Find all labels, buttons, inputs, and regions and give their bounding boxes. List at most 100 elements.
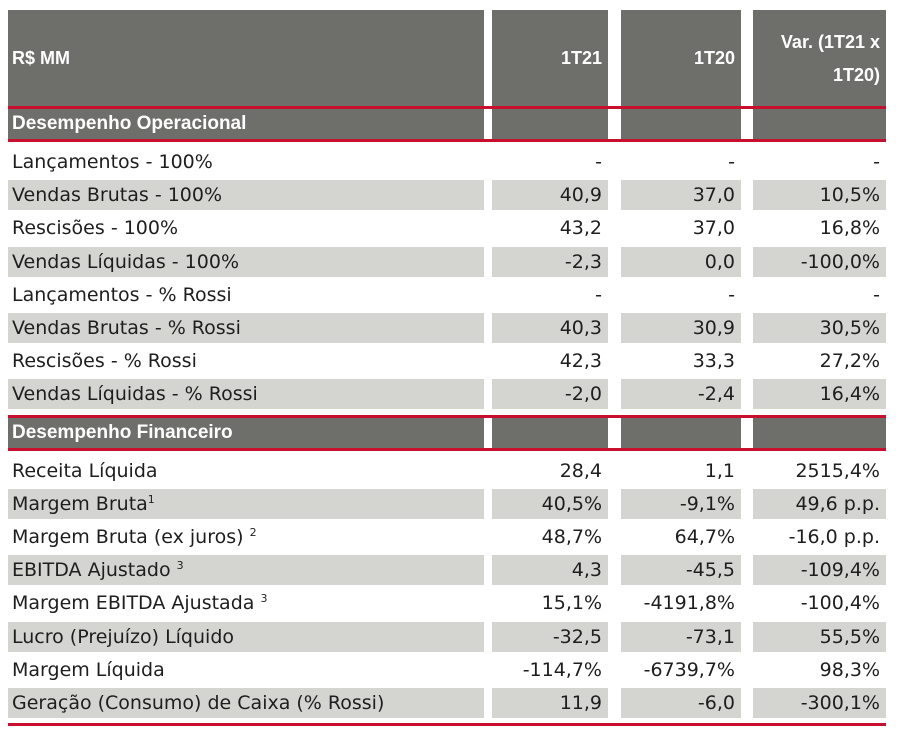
value-1t21: -114,7% [522, 658, 602, 681]
header-label: R$ MM [8, 10, 484, 106]
row-label: Margem Líquida [8, 655, 484, 685]
section-header-cell [621, 417, 741, 448]
value-1t20: 1,1 [704, 459, 735, 482]
row-label: Margem Bruta (ex juros) 2 [8, 522, 484, 552]
value-1t21: 11,9 [492, 688, 608, 718]
row-label: Vendas Brutas - 100% [8, 180, 484, 211]
value-1t21: 15,1% [541, 592, 602, 615]
value-1t21: -32,5 [492, 621, 608, 652]
value-1t21: 4,3 [492, 555, 608, 586]
footnote-marker: 1 [147, 492, 155, 506]
row-label-text: Lucro (Prejuízo) Líquido [12, 625, 234, 648]
value-variation: -109,4% [753, 555, 886, 586]
row-label: Receita Líquida [8, 456, 484, 486]
value-1t20: 30,9 [621, 313, 741, 343]
value-variation: 98,3% [819, 658, 880, 681]
footnote-marker: 3 [176, 559, 184, 573]
value-1t21: -2,0 [492, 379, 608, 410]
value-1t21: 43,2 [559, 217, 602, 240]
value-variation: -100,0% [753, 246, 886, 277]
footnote-marker: 3 [260, 592, 268, 606]
section-header-cell [753, 417, 886, 448]
value-variation: 16,8% [819, 217, 880, 240]
value-1t21: - [595, 151, 602, 173]
value-1t20: 33,3 [692, 350, 735, 373]
value-1t21: - [595, 283, 602, 306]
row-label: EBITDA Ajustado 3 [8, 555, 484, 586]
section-bottom-rule [8, 139, 886, 142]
header-col-1t21: 1T21 [492, 10, 608, 106]
value-variation: 30,5% [753, 313, 886, 343]
row-label-text: Margem Bruta [12, 492, 148, 515]
value-1t20: -73,1 [621, 621, 741, 652]
value-1t20: -9,1% [621, 488, 741, 519]
value-1t20: -6739,7% [643, 658, 735, 681]
row-label-text: Rescisões - 100% [12, 217, 179, 240]
value-1t21: 28,4 [559, 459, 602, 482]
row-label-text: Geração (Consumo) de Caixa (% Rossi) [12, 692, 385, 714]
row-label: Lançamentos - 100% [8, 147, 484, 177]
value-variation: -100,4% [800, 592, 880, 615]
section-top-rule [8, 414, 886, 418]
row-label-text: Margem Líquida [12, 658, 165, 681]
header-col-1t20: 1T20 [621, 10, 741, 106]
footnote-marker: 2 [249, 526, 257, 539]
row-label-text: Margem Bruta (ex juros) [12, 526, 250, 548]
value-1t20: -6,0 [621, 688, 741, 718]
row-label-text: Vendas Líquidas - 100% [12, 250, 239, 273]
value-1t20: 37,0 [621, 180, 741, 211]
section-title: Desempenho Financeiro [8, 417, 484, 448]
row-label-text: Vendas Brutas - 100% [12, 184, 223, 207]
value-variation: 49,6 p.p. [753, 488, 886, 519]
value-1t21: 40,3 [492, 313, 608, 343]
value-1t21: 40,9 [492, 180, 608, 211]
section-header-cell [492, 109, 608, 139]
table-bottom-rule [8, 723, 886, 727]
row-label-text: Receita Líquida [12, 459, 158, 482]
row-label-text: Margem EBITDA Ajustada [12, 592, 261, 615]
section-header-cell [492, 417, 608, 448]
value-1t20: -4191,8% [643, 592, 735, 615]
row-label: Rescisões - 100% [8, 213, 484, 243]
value-1t21: 48,7% [541, 526, 602, 548]
row-label-text: Rescisões - % Rossi [12, 350, 197, 373]
section-top-rule [8, 106, 886, 109]
value-1t20: - [728, 283, 735, 306]
section-header-cell [621, 109, 741, 139]
value-1t20: 64,7% [674, 526, 735, 548]
value-variation: - [873, 151, 880, 173]
section-bottom-rule [8, 447, 886, 451]
value-1t20: -45,5 [621, 555, 741, 586]
row-label-text: Vendas Líquidas - % Rossi [12, 383, 258, 406]
value-1t20: - [728, 151, 735, 173]
row-label-text: EBITDA Ajustado [12, 559, 177, 582]
section-title: Desempenho Operacional [8, 109, 484, 139]
value-variation: -16,0 p.p. [788, 526, 880, 548]
row-label: Margem Bruta1 [8, 488, 484, 519]
value-variation: 10,5% [753, 180, 886, 211]
row-label-text: Lançamentos - % Rossi [12, 283, 232, 306]
value-1t21: -2,3 [492, 246, 608, 277]
row-label-text: Vendas Brutas - % Rossi [12, 317, 241, 339]
row-label: Lucro (Prejuízo) Líquido [8, 621, 484, 652]
value-1t20: -2,4 [621, 379, 741, 410]
row-label: Lançamentos - % Rossi [8, 280, 484, 310]
row-label: Geração (Consumo) de Caixa (% Rossi) [8, 688, 484, 718]
section-header-cell [753, 109, 886, 139]
value-variation: 27,2% [819, 350, 880, 373]
row-label: Rescisões - % Rossi [8, 346, 484, 376]
value-variation: 55,5% [753, 621, 886, 652]
value-variation: - [873, 283, 880, 306]
row-label: Vendas Líquidas - % Rossi [8, 379, 484, 410]
value-1t21: 40,5% [492, 488, 608, 519]
value-variation: 16,4% [753, 379, 886, 410]
value-1t20: 0,0 [621, 246, 741, 277]
row-label: Vendas Brutas - % Rossi [8, 313, 484, 343]
value-variation: 2515,4% [795, 459, 880, 482]
value-1t20: 37,0 [692, 217, 735, 240]
row-label: Margem EBITDA Ajustada 3 [8, 588, 484, 618]
row-label: Vendas Líquidas - 100% [8, 246, 484, 277]
value-1t21: 42,3 [559, 350, 602, 373]
value-variation: -300,1% [753, 688, 886, 718]
